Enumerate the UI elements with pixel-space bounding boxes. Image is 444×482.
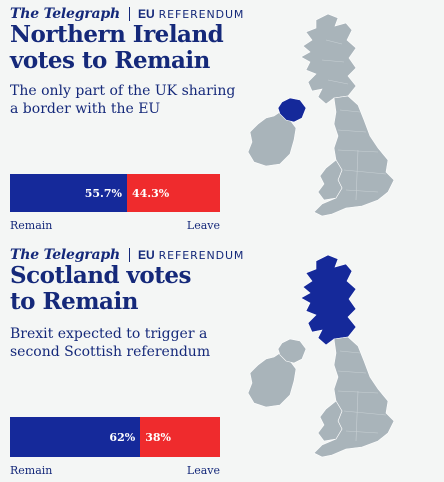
ni-result-panel: The Telegraph EU REFERENDUM Northern Ire… bbox=[10, 0, 444, 241]
brand-divider bbox=[128, 248, 130, 262]
subheadline-line: Brexit expected to trigger a bbox=[10, 326, 208, 342]
headline-line: votes to Remain bbox=[10, 47, 210, 74]
county-borders bbox=[337, 350, 387, 442]
brand-header: The Telegraph EU REFERENDUM bbox=[10, 6, 244, 22]
remain-segment: 62% bbox=[10, 417, 141, 457]
england-region bbox=[313, 336, 395, 458]
telegraph-logo: The Telegraph bbox=[10, 6, 120, 22]
referendum-label: REFERENDUM bbox=[158, 7, 245, 21]
bar-legend: Remain Leave bbox=[10, 219, 220, 232]
county-borders bbox=[321, 39, 387, 201]
remain-legend-label: Remain bbox=[10, 464, 53, 477]
map-regions bbox=[247, 254, 395, 458]
leave-legend-label: Leave bbox=[186, 464, 220, 477]
leave-segment: 44.3% bbox=[126, 174, 220, 212]
leave-legend-label: Leave bbox=[186, 219, 220, 232]
eu-label: EU bbox=[137, 248, 155, 262]
headline-line: Northern Ireland bbox=[10, 21, 224, 48]
brand-divider bbox=[128, 7, 130, 21]
brand-header: The Telegraph EU REFERENDUM bbox=[10, 247, 244, 263]
subheadline-line: a border with the EU bbox=[10, 101, 161, 117]
leave-percentage: 44.3% bbox=[131, 186, 170, 200]
remain-segment: 55.7% bbox=[10, 174, 127, 212]
subheadline: The only part of the UK sharing a border… bbox=[10, 82, 250, 118]
remain-percentage: 55.7% bbox=[84, 186, 122, 200]
scotland-region bbox=[300, 13, 357, 105]
scotland-result-panel: The Telegraph EU REFERENDUM Scotland vot… bbox=[0, 241, 444, 482]
leave-segment: 38% bbox=[140, 417, 220, 457]
eu-label: EU bbox=[137, 7, 155, 21]
subheadline: Brexit expected to trigger a second Scot… bbox=[10, 325, 250, 361]
uk-map bbox=[238, 241, 444, 482]
ireland-region bbox=[247, 350, 297, 408]
result-bar: 55.7% 44.3% bbox=[10, 174, 220, 212]
subheadline-line: second Scottish referendum bbox=[10, 344, 211, 360]
headline-line: Scotland votes bbox=[10, 262, 191, 289]
uk-map-graphic bbox=[247, 13, 395, 217]
leave-percentage: 38% bbox=[145, 430, 171, 444]
subheadline-line: The only part of the UK sharing bbox=[10, 83, 236, 99]
telegraph-logo: The Telegraph bbox=[10, 247, 120, 263]
bar-legend: Remain Leave bbox=[10, 464, 220, 477]
referendum-label: REFERENDUM bbox=[158, 248, 245, 262]
northern-ireland-region bbox=[277, 97, 307, 123]
ireland-region bbox=[247, 109, 297, 167]
northern-ireland-region bbox=[277, 338, 307, 364]
headline: Scotland votes to Remain bbox=[10, 263, 250, 315]
headline-line: to Remain bbox=[10, 288, 138, 315]
scotland-region bbox=[300, 254, 357, 346]
map-regions bbox=[247, 13, 395, 217]
wales-region bbox=[317, 159, 343, 201]
wales-region bbox=[317, 400, 343, 442]
remain-percentage: 62% bbox=[109, 430, 136, 444]
remain-legend-label: Remain bbox=[10, 219, 53, 232]
uk-map bbox=[238, 0, 444, 241]
england-region bbox=[313, 95, 395, 217]
uk-map-graphic bbox=[247, 254, 395, 458]
headline: Northern Ireland votes to Remain bbox=[10, 22, 250, 74]
result-bar: 62% 38% bbox=[10, 417, 220, 457]
